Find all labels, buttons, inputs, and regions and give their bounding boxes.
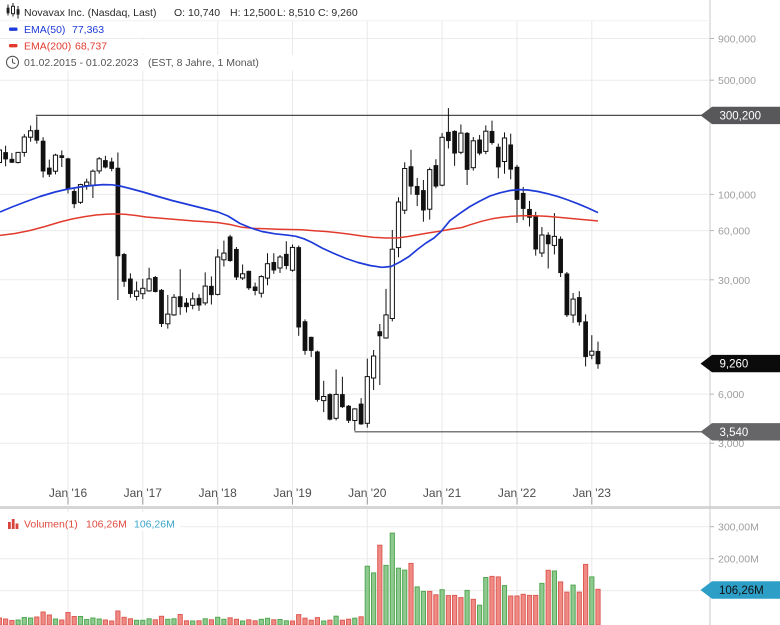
svg-text:100,000: 100,000 (718, 189, 756, 201)
svg-text:300,00M: 300,00M (718, 522, 759, 534)
svg-text:60,000: 60,000 (718, 226, 750, 238)
svg-text:900,000: 900,000 (718, 34, 756, 46)
svg-text:Novavax Inc. (Nasdaq, Last): Novavax Inc. (Nasdaq, Last) (24, 7, 156, 19)
svg-text:Jan '22: Jan '22 (498, 486, 537, 500)
svg-text:3,540: 3,540 (720, 427, 749, 439)
svg-text:H: 12,500: H: 12,500 (230, 7, 276, 19)
svg-text:300,200: 300,200 (720, 111, 762, 123)
svg-text:Jan '16: Jan '16 (49, 486, 88, 500)
svg-text:106,26M: 106,26M (719, 585, 764, 597)
svg-text:01.02.2015 - 01.02.2023: 01.02.2015 - 01.02.2023 (24, 57, 139, 69)
svg-text:200,00M: 200,00M (718, 554, 759, 566)
svg-text:77,363: 77,363 (72, 24, 104, 36)
svg-text:9,260: 9,260 (720, 359, 749, 371)
svg-text:106,26M: 106,26M (134, 519, 175, 531)
svg-text:Jan '18: Jan '18 (199, 486, 238, 500)
svg-text:3,000: 3,000 (718, 438, 744, 450)
svg-text:EMA(50): EMA(50) (24, 24, 65, 36)
svg-text:Jan '19: Jan '19 (273, 486, 312, 500)
svg-text:30,000: 30,000 (718, 275, 750, 287)
svg-text:Volumen(1): Volumen(1) (24, 519, 78, 531)
svg-text:(EST, 8 Jahre, 1 Monat): (EST, 8 Jahre, 1 Monat) (148, 57, 259, 69)
svg-text:500,000: 500,000 (718, 75, 756, 87)
svg-text:6,000: 6,000 (718, 389, 744, 401)
svg-text:106,26M: 106,26M (86, 519, 127, 531)
svg-text:Jan '23: Jan '23 (573, 486, 612, 500)
svg-text:O: 10,740: O: 10,740 (174, 7, 220, 19)
svg-text:Jan '17: Jan '17 (124, 486, 163, 500)
svg-text:L: 8,510: L: 8,510 (277, 7, 315, 19)
svg-text:Jan '20: Jan '20 (348, 486, 387, 500)
svg-text:68,737: 68,737 (75, 41, 107, 53)
svg-text:EMA(200): EMA(200) (24, 41, 71, 53)
svg-text:C: 9,260: C: 9,260 (318, 7, 358, 19)
svg-text:Jan '21: Jan '21 (423, 486, 462, 500)
